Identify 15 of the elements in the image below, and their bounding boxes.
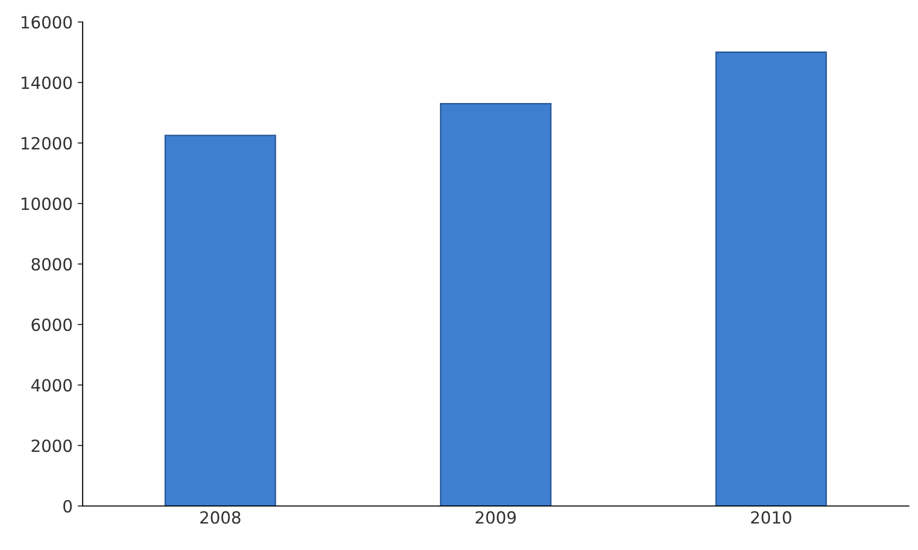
y-tick-label: 0 bbox=[63, 500, 72, 513]
bar bbox=[715, 52, 827, 506]
x-tick-label: 2009 bbox=[476, 511, 516, 524]
y-tick-label: 14000 bbox=[22, 76, 72, 90]
bar bbox=[440, 102, 552, 506]
y-tick-label: 8000 bbox=[32, 258, 72, 271]
x-tick-label: 2008 bbox=[200, 511, 240, 524]
x-tick-label: 2010 bbox=[751, 511, 792, 524]
y-tick-label: 4000 bbox=[31, 378, 72, 392]
y-tick-label: 10000 bbox=[22, 197, 72, 210]
y-tick-label: 2000 bbox=[32, 439, 72, 452]
y-tick-label: 16000 bbox=[22, 16, 72, 29]
y-tick-label: 6000 bbox=[32, 318, 72, 332]
bar bbox=[164, 134, 276, 506]
y-tick-label: 12000 bbox=[22, 136, 72, 150]
